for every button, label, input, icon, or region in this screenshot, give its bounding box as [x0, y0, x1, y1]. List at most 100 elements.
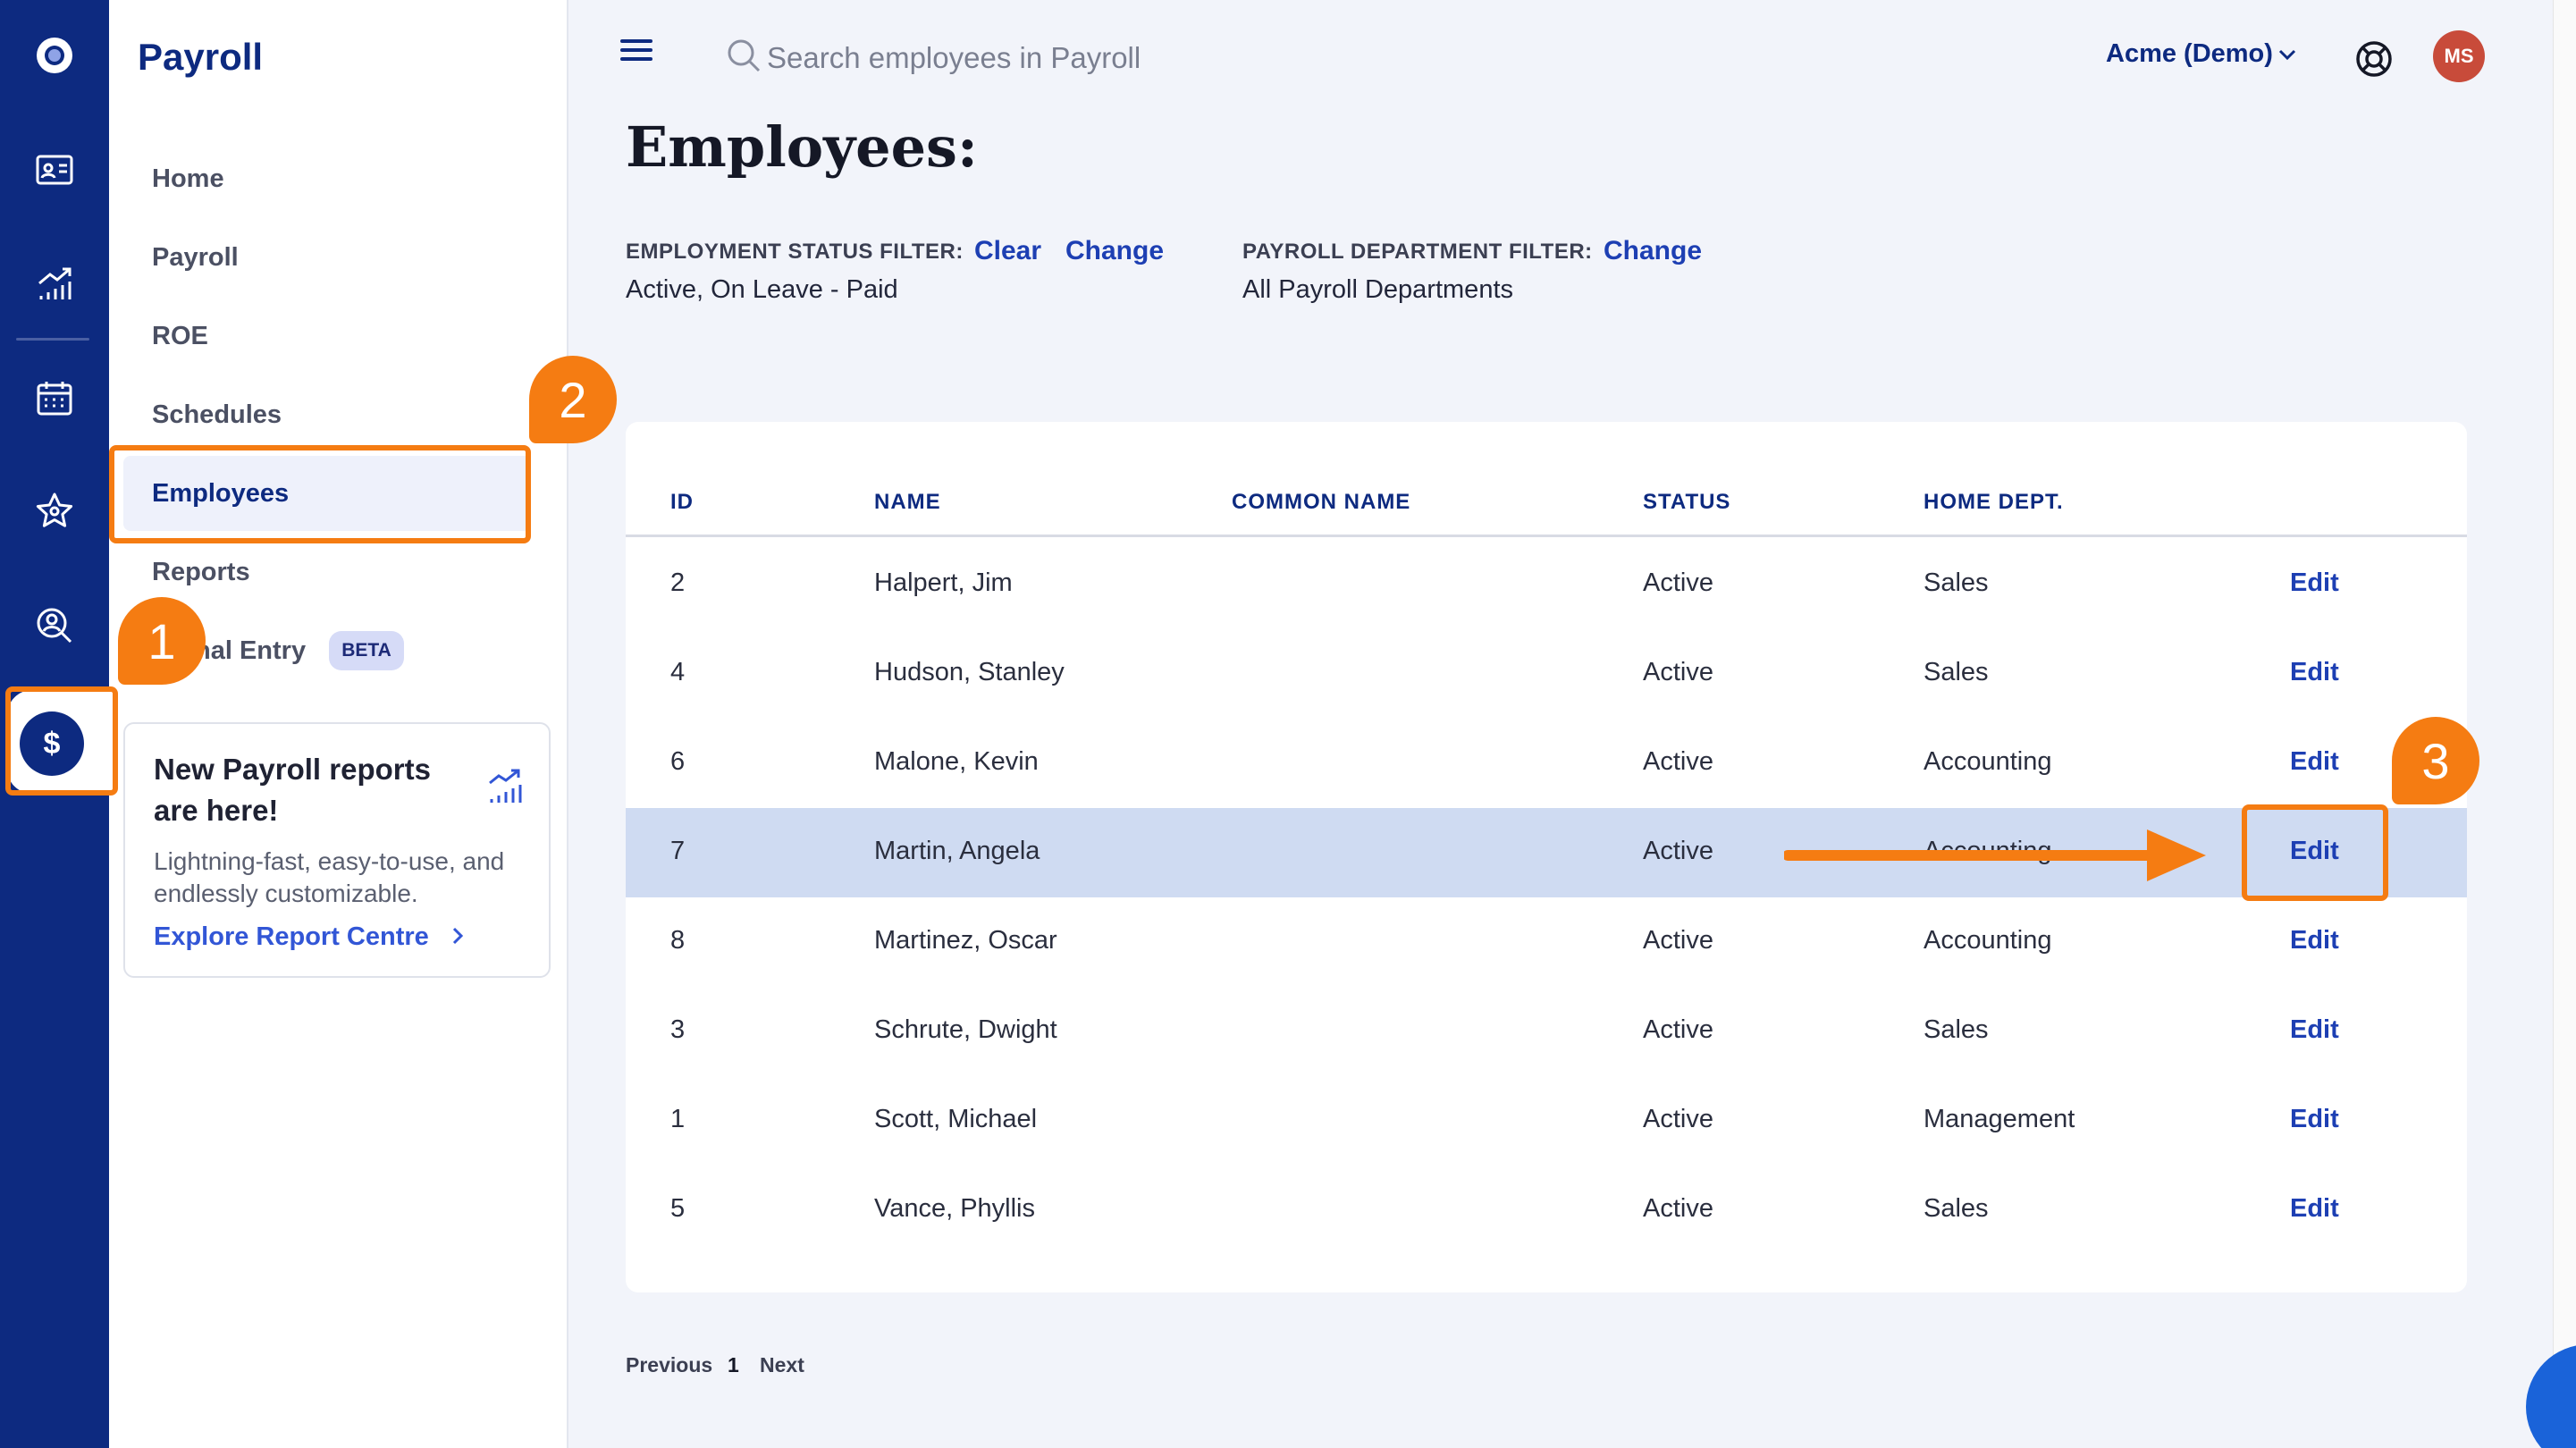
- edit-link[interactable]: Edit: [2290, 1105, 2339, 1133]
- pagination-next[interactable]: Next: [760, 1353, 804, 1376]
- logo-icon[interactable]: [28, 29, 81, 82]
- cell-id: 7: [670, 837, 686, 865]
- annotation-highlight-step3: [2242, 804, 2388, 901]
- beta-badge: BETA: [329, 631, 404, 670]
- promo-text: Lightning-fast, easy-to-use, and endless…: [154, 847, 505, 907]
- sidebar-item-roe[interactable]: ROE: [152, 322, 208, 350]
- column-header-home-dept[interactable]: HOME DEPT.: [1924, 490, 2064, 514]
- cell-home-dept: Sales: [1924, 1194, 1989, 1223]
- cell-name: Martinez, Oscar: [874, 926, 1057, 955]
- cell-home-dept: Sales: [1924, 658, 1989, 686]
- column-header-common-name[interactable]: COMMON NAME: [1232, 490, 1411, 514]
- report-chart-icon: [489, 769, 522, 803]
- column-header-id[interactable]: ID: [670, 490, 694, 514]
- chart-icon[interactable]: [28, 257, 81, 311]
- cell-name: Scott, Michael: [874, 1105, 1038, 1133]
- table-row: 6 Malone, Kevin Active Accounting Edit: [626, 719, 2467, 808]
- dollar-glyph: $: [43, 726, 61, 761]
- cell-home-dept: Accounting: [1924, 747, 2052, 776]
- nav-active-background: [123, 456, 531, 531]
- app-title: Payroll: [138, 36, 264, 78]
- cell-home-dept: Sales: [1924, 568, 1989, 597]
- cell-status: Active: [1643, 926, 1713, 955]
- employment-status-filter-label: EMPLOYMENT STATUS FILTER:: [626, 240, 964, 264]
- avatar[interactable]: MS: [2433, 30, 2485, 82]
- column-header-status[interactable]: STATUS: [1643, 490, 1731, 514]
- table-row: 1 Scott, Michael Active Management Edit: [626, 1076, 2467, 1166]
- status-filter-clear-link[interactable]: Clear: [974, 236, 1042, 265]
- sidebar-item-journal-entry[interactable]: nal Entry: [195, 636, 307, 665]
- help-lifebuoy-icon[interactable]: [2354, 39, 2394, 79]
- cell-id: 6: [670, 747, 686, 776]
- cell-status: Active: [1643, 1194, 1713, 1223]
- table-row-highlighted: 7 Martin, Angela Active Accounting Edit: [626, 808, 2467, 897]
- pagination-previous[interactable]: Previous: [626, 1353, 713, 1376]
- cell-status: Active: [1643, 568, 1713, 597]
- employment-status-filter-value: Active, On Leave - Paid: [626, 275, 898, 304]
- annotation-arrow-icon: [1784, 829, 2206, 881]
- promo-card: New Payroll reports are here! Lightning-…: [123, 722, 551, 978]
- annotation-highlight-step1: [5, 686, 118, 796]
- department-filter-change-link[interactable]: Change: [1604, 236, 1703, 265]
- edit-link[interactable]: Edit: [2290, 568, 2339, 597]
- annotation-badge-step3: 3: [2392, 717, 2479, 804]
- cell-name: Martin, Angela: [874, 837, 1040, 865]
- cell-name: Vance, Phyllis: [874, 1194, 1035, 1223]
- sidebar-item-reports[interactable]: Reports: [152, 558, 250, 586]
- cell-name: Halpert, Jim: [874, 568, 1013, 597]
- cell-id: 2: [670, 568, 686, 597]
- dollar-icon[interactable]: $: [20, 711, 84, 776]
- cell-name: Malone, Kevin: [874, 747, 1039, 776]
- chevron-down-icon[interactable]: [2277, 45, 2297, 64]
- table-row: 8 Martinez, Oscar Active Accounting Edit: [626, 897, 2467, 987]
- promo-link-label: Explore Report Centre: [154, 922, 429, 951]
- promo-title: New Payroll reports are here!: [154, 753, 431, 827]
- search-icon: [728, 39, 761, 72]
- edit-link[interactable]: Edit: [2290, 658, 2339, 686]
- cell-home-dept: Management: [1924, 1105, 2075, 1133]
- search-input[interactable]: [767, 36, 1303, 80]
- sidebar-item-home[interactable]: Home: [152, 164, 224, 193]
- rail-divider: [16, 338, 89, 341]
- payroll-department-filter-label: PAYROLL DEPARTMENT FILTER:: [1242, 240, 1593, 264]
- cell-status: Active: [1643, 658, 1713, 686]
- cell-id: 5: [670, 1194, 686, 1223]
- payroll-department-filter-value: All Payroll Departments: [1242, 275, 1513, 304]
- status-filter-change-link[interactable]: Change: [1065, 236, 1165, 265]
- employees-table: ID NAME COMMON NAME STATUS HOME DEPT. 2 …: [626, 422, 2467, 1292]
- star-icon[interactable]: [28, 484, 81, 538]
- table-header-divider: [626, 535, 2467, 537]
- pagination-current-page[interactable]: 1: [728, 1353, 739, 1376]
- edit-link[interactable]: Edit: [2290, 926, 2339, 955]
- cell-home-dept: Sales: [1924, 1015, 1989, 1044]
- edit-link[interactable]: Edit: [2290, 747, 2339, 776]
- edit-link[interactable]: Edit: [2290, 1194, 2339, 1223]
- cell-name: Hudson, Stanley: [874, 658, 1065, 686]
- chat-launcher-button[interactable]: [2526, 1344, 2576, 1448]
- icon-rail: $: [0, 0, 114, 1448]
- cell-status: Active: [1643, 747, 1713, 776]
- calendar-icon[interactable]: [28, 372, 81, 425]
- cell-status: Active: [1643, 1015, 1713, 1044]
- sidebar-item-payroll[interactable]: Payroll: [152, 243, 239, 272]
- sidebar-item-employees[interactable]: Employees: [152, 479, 290, 508]
- table-row: 5 Vance, Phyllis Active Sales Edit: [626, 1166, 2467, 1255]
- column-header-name[interactable]: NAME: [874, 490, 941, 514]
- annotation-highlight-step2: [109, 445, 531, 543]
- cell-id: 4: [670, 658, 686, 686]
- cell-id: 8: [670, 926, 686, 955]
- page-scrollbar[interactable]: [2553, 0, 2576, 1448]
- table-row: 4 Hudson, Stanley Active Sales Edit: [626, 629, 2467, 719]
- sidebar-item-schedules[interactable]: Schedules: [152, 400, 282, 429]
- chevron-right-icon: [452, 927, 463, 945]
- organization-switcher[interactable]: Acme (Demo): [2106, 39, 2273, 68]
- cell-status: Active: [1643, 1105, 1713, 1133]
- person-search-icon[interactable]: [28, 599, 81, 652]
- edit-link[interactable]: Edit: [2290, 1015, 2339, 1044]
- side-nav: Payroll Home Payroll ROE Schedules Emplo…: [109, 0, 568, 1448]
- edit-link[interactable]: Edit: [2290, 837, 2339, 865]
- hamburger-menu-icon[interactable]: [620, 39, 652, 64]
- cell-home-dept: Accounting: [1924, 926, 2052, 955]
- explore-report-centre-link[interactable]: Explore Report Centre: [154, 922, 467, 952]
- id-card-icon[interactable]: [28, 143, 81, 197]
